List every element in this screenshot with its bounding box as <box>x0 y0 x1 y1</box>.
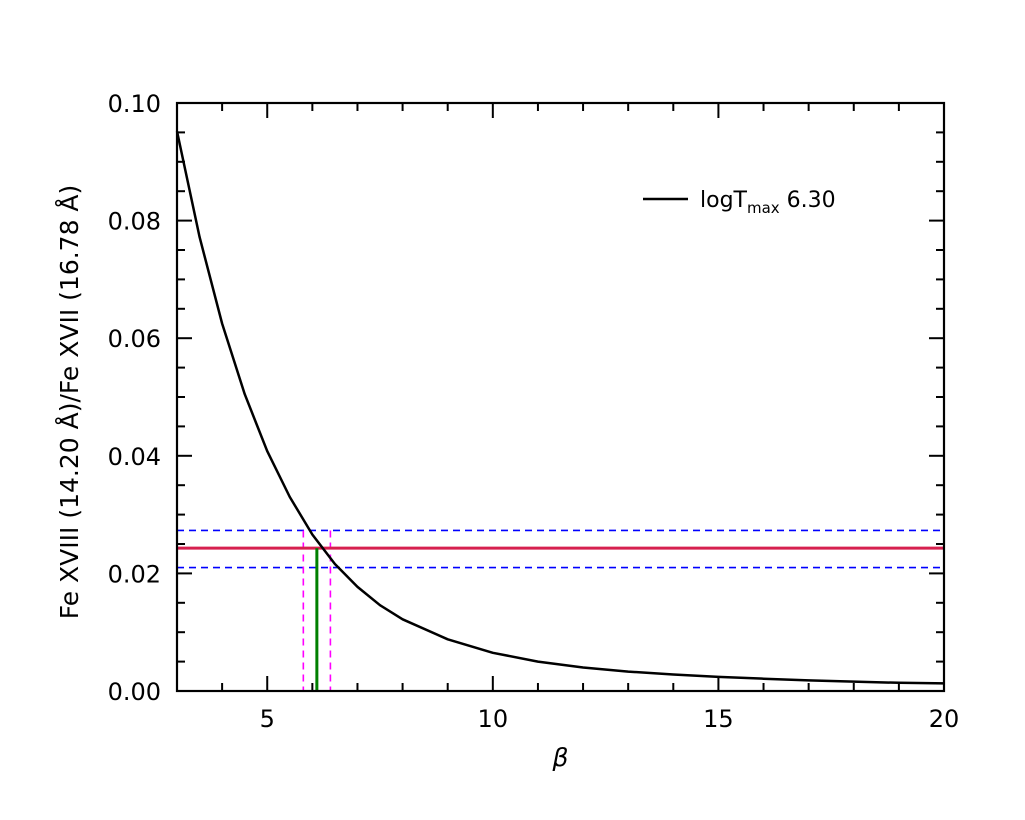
x-ticks: 5 10 15 20 <box>176 103 960 733</box>
x-tick-label: 10 <box>478 705 509 733</box>
legend-label-value: 6.30 <box>780 188 836 213</box>
x-tick-label: 5 <box>260 705 275 733</box>
legend: logTmax 6.30 <box>643 188 836 217</box>
y-tick-label: 0.06 <box>108 325 161 353</box>
series-lines <box>175 130 945 685</box>
x-axis-label: β <box>552 743 569 772</box>
y-tick-label: 0.08 <box>108 208 161 236</box>
series-line <box>175 130 945 685</box>
reference-lines <box>177 529 944 691</box>
y-axis-label: Fe XVIII (14.20 Å)/Fe XVII (16.78 Å) <box>55 185 84 620</box>
legend-label-subscript: max <box>747 199 780 217</box>
y-tick-label: 0.00 <box>108 678 161 706</box>
legend-label: logTmax 6.30 <box>700 188 836 217</box>
x-tick-label: 15 <box>703 705 734 733</box>
y-tick-label: 0.02 <box>108 560 161 588</box>
legend-label-base: logT <box>700 188 748 213</box>
y-tick-label: 0.10 <box>108 90 161 118</box>
x-tick-label: 20 <box>929 705 960 733</box>
y-ticks: 0.00 0.02 0.04 0.06 0.08 0.10 <box>108 90 944 706</box>
y-tick-label: 0.04 <box>108 443 161 471</box>
